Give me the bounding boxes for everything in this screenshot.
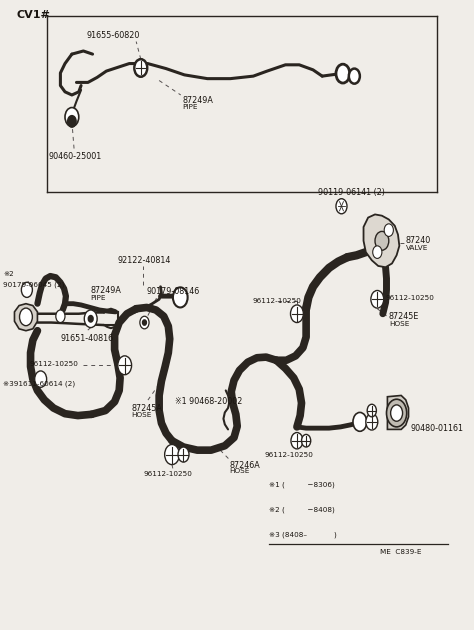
- Circle shape: [35, 371, 46, 387]
- Circle shape: [349, 69, 360, 84]
- Circle shape: [143, 320, 146, 325]
- Polygon shape: [15, 304, 37, 331]
- Text: 87249A: 87249A: [182, 96, 213, 105]
- Text: HOSE: HOSE: [132, 412, 152, 418]
- Circle shape: [134, 59, 147, 77]
- Text: ※3 (8408–            ): ※3 (8408– ): [269, 532, 337, 539]
- Circle shape: [291, 305, 303, 323]
- Text: 96112-10250: 96112-10250: [252, 297, 301, 304]
- Circle shape: [89, 316, 93, 322]
- Text: ※2: ※2: [3, 272, 14, 277]
- Circle shape: [366, 414, 378, 430]
- Text: PIPE: PIPE: [90, 295, 106, 301]
- Text: 96112-10250: 96112-10250: [385, 295, 434, 301]
- Text: 87245E: 87245E: [389, 312, 419, 321]
- Text: CV1#: CV1#: [17, 10, 51, 20]
- Polygon shape: [364, 214, 400, 267]
- Text: PIPE: PIPE: [182, 104, 198, 110]
- Circle shape: [19, 308, 32, 326]
- Text: 90119-06141 (2): 90119-06141 (2): [318, 188, 384, 197]
- Circle shape: [173, 287, 188, 307]
- Text: 96112-10250: 96112-10250: [143, 471, 192, 477]
- Text: ※1 90468-20002: ※1 90468-20002: [175, 397, 243, 406]
- Circle shape: [367, 404, 376, 417]
- Text: 96112-10250: 96112-10250: [265, 452, 314, 458]
- Text: 91655-60820: 91655-60820: [87, 32, 140, 40]
- Text: 87240: 87240: [406, 236, 431, 245]
- Circle shape: [178, 447, 189, 462]
- Circle shape: [291, 433, 303, 449]
- Circle shape: [391, 405, 402, 421]
- Text: 90179-06045 (2): 90179-06045 (2): [3, 282, 64, 288]
- Circle shape: [375, 231, 389, 250]
- Polygon shape: [387, 396, 409, 430]
- Circle shape: [164, 445, 179, 464]
- Circle shape: [135, 60, 147, 76]
- Circle shape: [301, 435, 311, 447]
- Circle shape: [85, 311, 96, 326]
- Circle shape: [353, 413, 367, 432]
- Circle shape: [140, 316, 149, 329]
- Circle shape: [371, 290, 384, 308]
- Text: ME  C839-E: ME C839-E: [380, 549, 421, 556]
- Text: HOSE: HOSE: [229, 468, 250, 474]
- Circle shape: [373, 246, 382, 258]
- Text: 87245A: 87245A: [132, 404, 163, 413]
- Circle shape: [68, 116, 76, 127]
- Text: 87249A: 87249A: [90, 286, 121, 295]
- Circle shape: [386, 399, 407, 427]
- Circle shape: [84, 310, 97, 328]
- Circle shape: [118, 356, 132, 375]
- Circle shape: [336, 198, 347, 214]
- Text: ※1 (          −8306): ※1 ( −8306): [269, 481, 335, 488]
- Circle shape: [56, 310, 65, 323]
- Circle shape: [336, 64, 350, 83]
- Text: HOSE: HOSE: [389, 321, 409, 327]
- Text: 91651-40816: 91651-40816: [60, 334, 114, 343]
- Circle shape: [384, 224, 393, 236]
- Text: 90460-25001: 90460-25001: [49, 152, 102, 161]
- Text: 96112-10250: 96112-10250: [30, 361, 79, 367]
- Text: ※2 (          −8408): ※2 ( −8408): [269, 507, 335, 513]
- Text: 90179-08146: 90179-08146: [147, 287, 200, 296]
- Circle shape: [65, 108, 79, 127]
- Text: 92122-40814: 92122-40814: [118, 256, 171, 265]
- Text: ※391611-60614 (2): ※391611-60614 (2): [3, 381, 75, 387]
- Text: VALVE: VALVE: [406, 244, 428, 251]
- Circle shape: [21, 282, 32, 297]
- Text: 87246A: 87246A: [229, 461, 260, 470]
- Text: 90480-01161: 90480-01161: [410, 423, 464, 433]
